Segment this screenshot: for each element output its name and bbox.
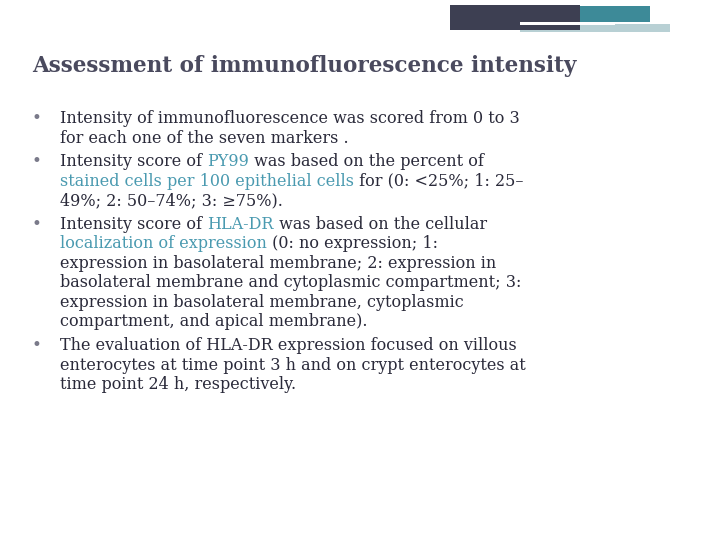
Text: compartment, and apical membrane).: compartment, and apical membrane). xyxy=(60,313,367,330)
Text: was based on the percent of: was based on the percent of xyxy=(249,153,484,170)
Text: expression in basolateral membrane, cytoplasmic: expression in basolateral membrane, cyto… xyxy=(60,294,464,311)
Bar xyxy=(520,6,650,22)
Text: •: • xyxy=(32,216,42,233)
Text: PY99: PY99 xyxy=(207,153,249,170)
Text: 49%; 2: 50–74%; 3: ≥75%).: 49%; 2: 50–74%; 3: ≥75%). xyxy=(60,192,283,209)
Text: Intensity of immunofluorescence was scored from 0 to 3: Intensity of immunofluorescence was scor… xyxy=(60,110,520,127)
Text: for (0: <25%; 1: 25–: for (0: <25%; 1: 25– xyxy=(354,173,523,190)
Text: Assessment of immunofluorescence intensity: Assessment of immunofluorescence intensi… xyxy=(32,55,577,77)
Text: •: • xyxy=(32,110,42,127)
Text: Intensity score of: Intensity score of xyxy=(60,153,207,170)
Text: •: • xyxy=(32,337,42,354)
Text: localization of expression: localization of expression xyxy=(60,235,267,252)
Bar xyxy=(450,5,580,30)
Text: HLA-DR: HLA-DR xyxy=(207,216,274,233)
Text: time point 24 h, respectively.: time point 24 h, respectively. xyxy=(60,376,296,393)
Text: was based on the cellular: was based on the cellular xyxy=(274,216,487,233)
Bar xyxy=(520,24,670,32)
Text: (0: no expression; 1:: (0: no expression; 1: xyxy=(267,235,438,252)
Text: expression in basolateral membrane; 2: expression in: expression in basolateral membrane; 2: e… xyxy=(60,255,496,272)
Text: The evaluation of HLA-DR expression focused on villous: The evaluation of HLA-DR expression focu… xyxy=(60,337,517,354)
Bar xyxy=(520,23,615,25)
Text: stained cells per 100 epithelial cells: stained cells per 100 epithelial cells xyxy=(60,173,354,190)
Text: enterocytes at time point 3 h and on crypt enterocytes at: enterocytes at time point 3 h and on cry… xyxy=(60,356,526,374)
Text: •: • xyxy=(32,153,42,170)
Text: for each one of the seven markers .: for each one of the seven markers . xyxy=(60,130,348,146)
Text: Intensity score of: Intensity score of xyxy=(60,216,207,233)
Text: basolateral membrane and cytoplasmic compartment; 3:: basolateral membrane and cytoplasmic com… xyxy=(60,274,521,292)
